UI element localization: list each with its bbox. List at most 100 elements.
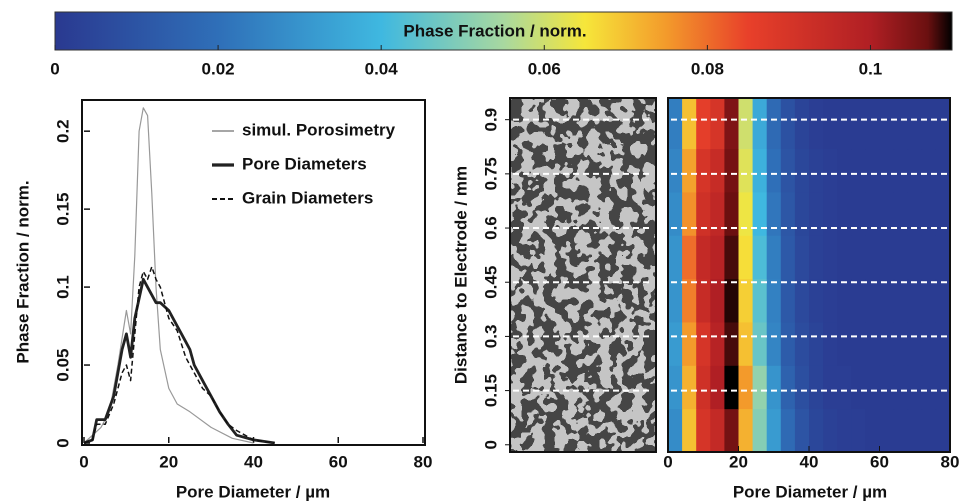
heatmap-cell bbox=[668, 98, 683, 150]
heatmap-cell bbox=[682, 321, 697, 366]
heatmap-cell bbox=[907, 365, 923, 410]
y-axis-label: Phase Fraction / norm. bbox=[13, 180, 32, 363]
heatmap-cell bbox=[752, 235, 768, 280]
heatmap-cell bbox=[696, 235, 711, 280]
heatmap-cell bbox=[766, 98, 782, 150]
y-tick-label: 0.15 bbox=[53, 193, 72, 226]
heatmap-cell bbox=[780, 191, 796, 236]
heatmap-cell bbox=[851, 321, 866, 366]
heatmap-cell bbox=[921, 191, 937, 236]
x-tick-label: 40 bbox=[800, 452, 819, 471]
heatmap-cell bbox=[682, 98, 697, 150]
heatmap-cell bbox=[682, 278, 697, 323]
heatmap-cell bbox=[921, 148, 937, 193]
heatmap-cell bbox=[809, 148, 824, 193]
legend-label: Grain Diameters bbox=[242, 188, 373, 207]
heatmap-cell bbox=[935, 365, 951, 410]
series-line bbox=[83, 277, 275, 445]
heatmap-cell bbox=[710, 148, 725, 193]
heatmap-cell bbox=[738, 365, 754, 410]
heatmap-cell bbox=[780, 278, 796, 323]
heatmap-cell bbox=[724, 408, 739, 453]
heatmap-cell bbox=[738, 321, 754, 366]
heatmap-cell bbox=[752, 321, 768, 366]
heatmap-cell bbox=[766, 408, 782, 453]
heatmap-cell bbox=[837, 235, 852, 280]
heatmap-cell bbox=[851, 365, 866, 410]
heatmap-cell bbox=[823, 408, 838, 453]
x-tick-label: 60 bbox=[329, 452, 348, 471]
heatmap-cell bbox=[766, 191, 782, 236]
heatmap-cell bbox=[851, 191, 866, 236]
series-line bbox=[83, 266, 275, 444]
heatmap-cell bbox=[893, 191, 909, 236]
heatmap-cell bbox=[879, 321, 895, 366]
heatmap-cell bbox=[682, 365, 697, 410]
heatmap-cell bbox=[823, 365, 838, 410]
heatmap-cell bbox=[794, 235, 810, 280]
series-line bbox=[83, 107, 254, 444]
heatmap-cell bbox=[724, 235, 739, 280]
heatmap-cell bbox=[893, 235, 909, 280]
heatmap-cell bbox=[682, 191, 697, 236]
heatmap-cell bbox=[809, 235, 824, 280]
heatmap-cell bbox=[893, 321, 909, 366]
heatmap-cell bbox=[724, 321, 739, 366]
heatmap-cell bbox=[865, 278, 880, 323]
colorbar-tick-label: 0 bbox=[50, 59, 59, 78]
heatmap-cell bbox=[907, 408, 923, 453]
heatmap-cell bbox=[893, 365, 909, 410]
heatmap-cell bbox=[738, 148, 754, 193]
heatmap-cell bbox=[907, 278, 923, 323]
heatmap-cell bbox=[780, 365, 796, 410]
heatmap-cell bbox=[668, 321, 683, 366]
heatmap-cell bbox=[794, 321, 810, 366]
heatmap-cell bbox=[907, 148, 923, 193]
heatmap-cell bbox=[794, 365, 810, 410]
heatmap-cell bbox=[935, 235, 951, 280]
heatmap-cell bbox=[865, 98, 880, 150]
heatmap-cell bbox=[809, 278, 824, 323]
x-tick-label: 0 bbox=[79, 452, 88, 471]
heatmap-cell bbox=[893, 148, 909, 193]
x-axis-label: Pore Diameter / µm bbox=[733, 482, 887, 501]
heatmap-cell bbox=[668, 148, 683, 193]
heatmap-cell bbox=[696, 408, 711, 453]
heatmap-cell bbox=[696, 98, 711, 150]
heatmap-cell bbox=[823, 235, 838, 280]
heatmap-cell bbox=[851, 278, 866, 323]
heatmap-cell bbox=[865, 408, 880, 453]
heatmap-cell bbox=[738, 408, 754, 453]
x-tick-label: 80 bbox=[414, 452, 433, 471]
heatmap-cell bbox=[696, 191, 711, 236]
heatmap-cell bbox=[696, 148, 711, 193]
colorbar-tick-label: 0.02 bbox=[202, 59, 235, 78]
heatmap-cell bbox=[921, 235, 937, 280]
heatmap-cell bbox=[809, 321, 824, 366]
colorbar-tick-label: 0.04 bbox=[365, 59, 399, 78]
heatmap-cell bbox=[879, 148, 895, 193]
heatmap-cell bbox=[921, 408, 937, 453]
heatmap-cell bbox=[851, 235, 866, 280]
heatmap-cell bbox=[809, 408, 824, 453]
heatmap-cell bbox=[865, 365, 880, 410]
heatmap-cell bbox=[780, 235, 796, 280]
y-tick-label: 0 bbox=[53, 438, 72, 447]
heatmap-cell bbox=[780, 98, 796, 150]
heatmap-cell bbox=[752, 98, 768, 150]
heatmap-cell bbox=[794, 408, 810, 453]
heatmap-cell bbox=[823, 148, 838, 193]
heatmap-cell bbox=[668, 235, 683, 280]
heatmap-cell bbox=[809, 191, 824, 236]
heatmap-cell bbox=[907, 321, 923, 366]
heatmap-cell bbox=[724, 148, 739, 193]
heatmap-cell bbox=[879, 98, 895, 150]
heatmap-cell bbox=[696, 365, 711, 410]
heatmap-cell bbox=[837, 408, 852, 453]
y-tick-label: 0.2 bbox=[53, 119, 72, 143]
heatmap-cell bbox=[935, 321, 951, 366]
heatmap-cell bbox=[837, 148, 852, 193]
heatmap-cell bbox=[865, 321, 880, 366]
heatmap-cell bbox=[752, 278, 768, 323]
